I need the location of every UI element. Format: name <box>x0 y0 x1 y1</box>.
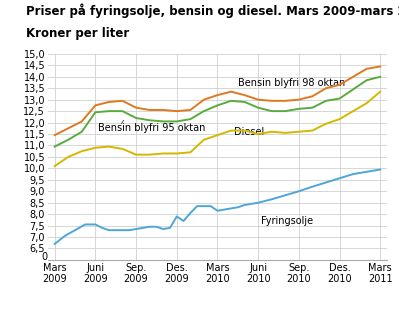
Text: Kroner per liter: Kroner per liter <box>26 27 129 40</box>
Text: Fyringsolje: Fyringsolje <box>261 217 313 226</box>
Text: Bensin blyfri 95 oktan: Bensin blyfri 95 oktan <box>98 123 205 133</box>
Text: Bensin blyfri 98 oktan: Bensin blyfri 98 oktan <box>238 78 345 88</box>
Text: Priser på fyringsolje, bensin og diesel. Mars 2009-mars 2011.: Priser på fyringsolje, bensin og diesel.… <box>26 3 399 18</box>
Text: 0: 0 <box>42 252 48 262</box>
Text: Diesel: Diesel <box>234 127 264 137</box>
